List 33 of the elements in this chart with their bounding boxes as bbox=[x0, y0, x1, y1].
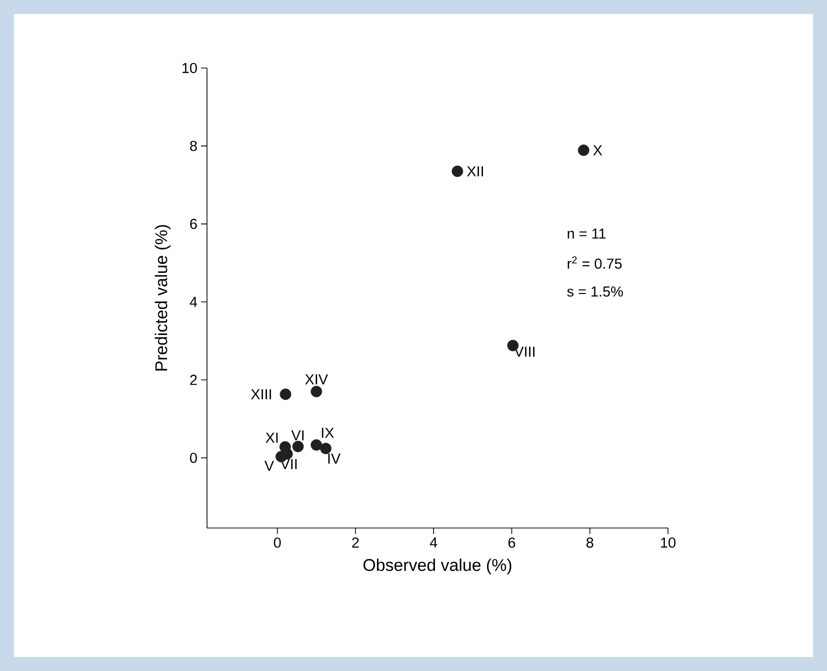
annotation: IV bbox=[328, 454, 341, 464]
annotation: XIV bbox=[305, 374, 328, 384]
annotation: V bbox=[264, 460, 274, 471]
point bbox=[292, 440, 304, 452]
x-tick-label: 10 bbox=[661, 537, 676, 548]
y-tick-label: 8 bbox=[190, 140, 197, 152]
x-tick-label: 0 bbox=[274, 537, 281, 548]
point bbox=[578, 144, 590, 156]
y-tick-label: 10 bbox=[182, 62, 197, 74]
annotation: n = 11 bbox=[568, 228, 606, 239]
annotation: r$^{2}$ = 0.75 bbox=[568, 256, 622, 269]
annotation: VI bbox=[291, 430, 304, 440]
y-tick-label: 0 bbox=[190, 452, 197, 463]
y-axis-title: Predicted value (%) bbox=[154, 225, 171, 370]
annotation: X bbox=[593, 145, 602, 156]
y-tick-label: 6 bbox=[190, 218, 197, 230]
point bbox=[280, 388, 292, 400]
point bbox=[452, 166, 464, 177]
annotation: XII bbox=[466, 166, 483, 176]
x-axis-title: Observed value (%) bbox=[363, 558, 512, 574]
annotation: s = 1.5% bbox=[567, 286, 623, 297]
y-tick-label: 4 bbox=[190, 296, 198, 307]
point bbox=[310, 386, 322, 398]
point bbox=[310, 439, 322, 451]
y-tick-label: 2 bbox=[190, 374, 197, 385]
x-tick-label: 6 bbox=[508, 537, 516, 548]
x-tick-label: 2 bbox=[352, 537, 359, 548]
x-tick-label: 8 bbox=[586, 537, 594, 548]
annotation: IX bbox=[322, 428, 334, 438]
annotation: XI bbox=[266, 432, 278, 443]
x-tick-label: 4 bbox=[430, 538, 438, 548]
point bbox=[320, 442, 332, 454]
annotation: XIII bbox=[250, 389, 272, 400]
